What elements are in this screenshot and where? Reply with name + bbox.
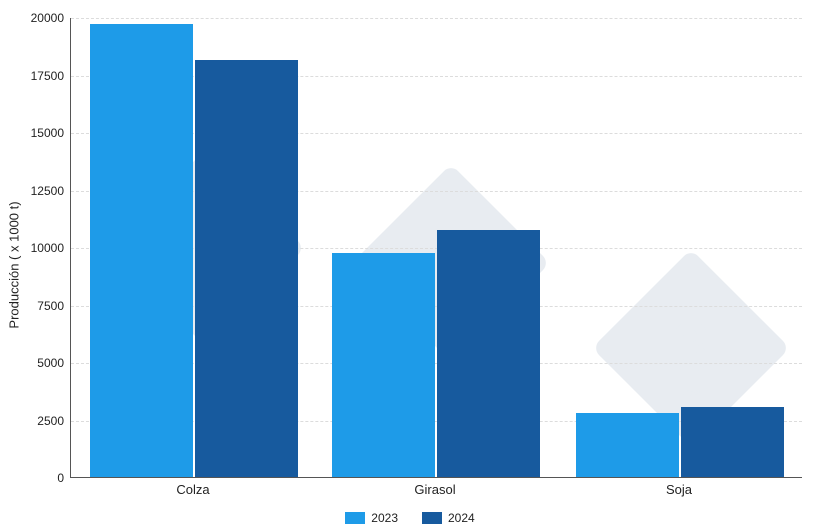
- y-tick-label: 12500: [8, 184, 64, 198]
- legend-swatch: [345, 512, 365, 524]
- legend: 2023 2024: [0, 511, 820, 525]
- gridline: [71, 18, 802, 19]
- legend-item: 2023: [345, 511, 398, 525]
- legend-label: 2023: [371, 511, 398, 525]
- x-tick-label: Soja: [666, 482, 692, 497]
- watermark: 3tres: [611, 268, 771, 428]
- y-tick-label: 2500: [8, 414, 64, 428]
- bar-chart: Producción ( x 1000 t) 3tres3tres3tres 2…: [0, 0, 820, 529]
- bar: [437, 230, 540, 477]
- x-tick-label: Girasol: [414, 482, 455, 497]
- y-tick-label: 0: [8, 471, 64, 485]
- legend-swatch: [422, 512, 442, 524]
- plot-area: 3tres3tres3tres: [70, 18, 802, 478]
- y-tick-label: 5000: [8, 356, 64, 370]
- bar: [90, 24, 193, 477]
- bar: [195, 60, 298, 477]
- bar: [576, 413, 679, 477]
- y-tick-label: 20000: [8, 11, 64, 25]
- y-tick-label: 10000: [8, 241, 64, 255]
- y-tick-label: 15000: [8, 126, 64, 140]
- x-tick-label: Colza: [176, 482, 209, 497]
- bar: [332, 253, 435, 477]
- bar: [681, 407, 784, 477]
- y-tick-label: 17500: [8, 69, 64, 83]
- legend-label: 2024: [448, 511, 475, 525]
- y-tick-label: 7500: [8, 299, 64, 313]
- legend-item: 2024: [422, 511, 475, 525]
